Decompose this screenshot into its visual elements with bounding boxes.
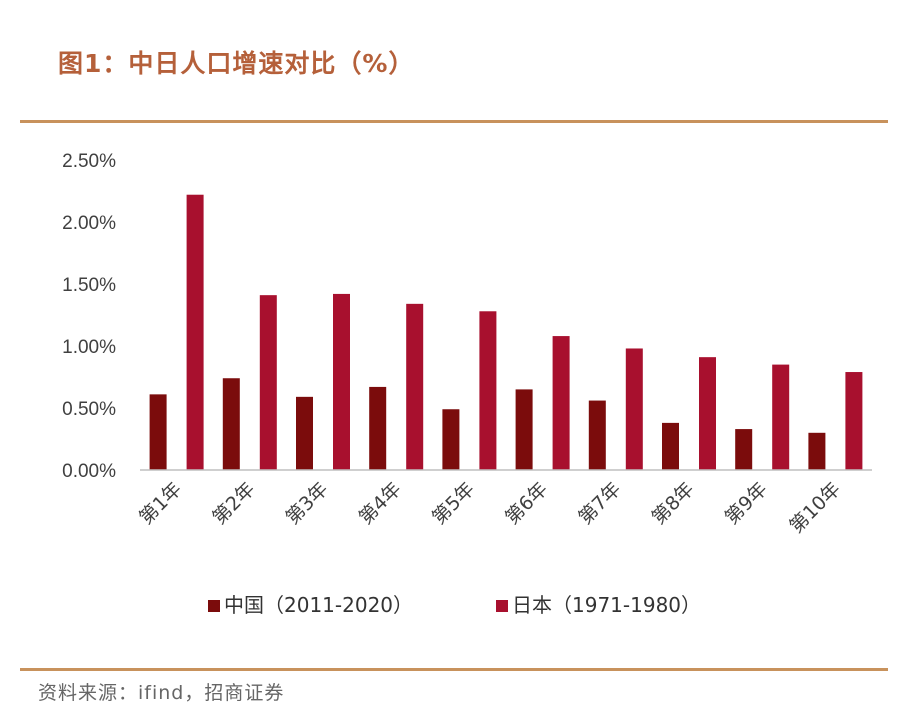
bar-japan-10 xyxy=(845,372,863,470)
x-tick-label: 第9年 xyxy=(721,478,772,529)
legend: 中国（2011-2020） 日本（1971-1980） xyxy=(208,593,701,617)
x-tick-label: 第4年 xyxy=(355,478,406,529)
bar-china-2 xyxy=(222,378,240,470)
legend-label-china: 中国（2011-2020） xyxy=(224,593,413,617)
x-tick-label: 第6年 xyxy=(501,478,552,529)
bar-china-1 xyxy=(149,394,167,470)
top-divider xyxy=(20,120,888,123)
x-tick-label: 第10年 xyxy=(785,478,845,538)
legend-label-japan: 日本（1971-1980） xyxy=(512,593,701,617)
bar-japan-3 xyxy=(333,293,350,470)
x-tick-label: 第8年 xyxy=(648,478,699,529)
y-tick-label: 1.00% xyxy=(62,337,116,358)
bar-china-5 xyxy=(442,409,460,470)
legend-swatch-china xyxy=(208,600,220,612)
bar-china-8 xyxy=(662,422,679,470)
bar-japan-6 xyxy=(552,336,570,470)
source-note: 资料来源：ifind，招商证券 xyxy=(38,682,285,704)
bar-japan-8 xyxy=(699,357,716,470)
y-tick-label: 1.50% xyxy=(62,275,116,296)
x-tick-label: 第5年 xyxy=(428,478,479,529)
legend-swatch-japan xyxy=(496,600,508,612)
y-axis-ticks: 0.00% 0.50% 1.00% 1.50% 2.00% 2.50% xyxy=(62,151,116,482)
y-tick-label: 0.00% xyxy=(62,461,116,482)
y-tick-label: 0.50% xyxy=(62,399,116,420)
bar-japan-2 xyxy=(259,295,277,470)
bars xyxy=(149,194,863,470)
bar-japan-9 xyxy=(772,364,790,470)
bar-china-3 xyxy=(296,396,313,470)
x-tick-label: 第1年 xyxy=(135,478,186,529)
bar-japan-1 xyxy=(186,194,204,470)
bar-chart: 0.00% 0.50% 1.00% 1.50% 2.00% 2.50% 第1年 第2年 第3年… xyxy=(62,151,872,617)
bar-china-6 xyxy=(515,389,533,470)
chart-title: 图1：中日人口增速对比（%） xyxy=(58,49,415,78)
x-axis-ticks: 第1年 第2年 第3年 第4年 第5年 第6年 第7年 第8年 第9年 第10年 xyxy=(135,478,845,538)
bottom-divider xyxy=(20,668,888,671)
y-tick-label: 2.50% xyxy=(62,151,116,172)
x-tick-label: 第3年 xyxy=(282,478,333,529)
bar-china-9 xyxy=(735,429,753,470)
bar-japan-7 xyxy=(625,348,643,470)
bar-japan-5 xyxy=(479,311,497,470)
bar-china-10 xyxy=(808,432,826,470)
x-tick-label: 第2年 xyxy=(208,478,259,529)
y-tick-label: 2.00% xyxy=(62,213,116,234)
bar-china-7 xyxy=(588,400,606,470)
bar-china-4 xyxy=(369,386,387,470)
x-tick-label: 第7年 xyxy=(574,478,625,529)
bar-japan-4 xyxy=(406,303,424,470)
